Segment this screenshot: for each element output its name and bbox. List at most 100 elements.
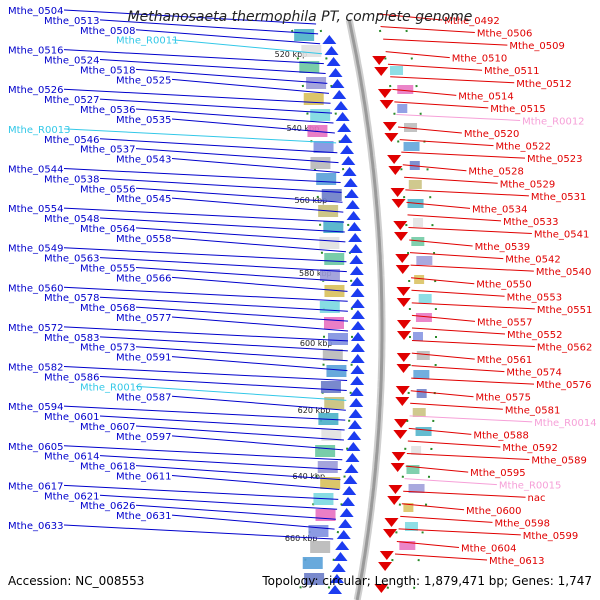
tick-label: 600 kbp bbox=[300, 339, 333, 348]
right-gene-label: Mthe_0534 bbox=[472, 204, 528, 215]
right-leader-line bbox=[403, 490, 526, 498]
right-leader-line bbox=[399, 139, 494, 147]
forward-gene-arrow bbox=[350, 310, 365, 319]
inner-feature-block bbox=[294, 29, 315, 41]
left-leader-line bbox=[63, 9, 317, 25]
forward-gene-arrow bbox=[349, 266, 364, 275]
forward-gene-arrow bbox=[348, 244, 363, 253]
right-gene-label: Mthe_0529 bbox=[500, 179, 556, 190]
right-gene-label: Mthe_0514 bbox=[458, 91, 513, 102]
right-gene-label: Mthe_0613 bbox=[489, 556, 545, 567]
reverse-gene-arrow bbox=[391, 199, 406, 208]
outer-feature-block bbox=[418, 294, 432, 303]
left-leader-line bbox=[171, 118, 335, 134]
forward-gene-arrow bbox=[342, 486, 357, 495]
right-leader-line bbox=[411, 314, 476, 322]
right-gene-label: Mthe_0553 bbox=[507, 292, 563, 303]
right-leader-line bbox=[377, 13, 443, 21]
left-gene-label: Mthe_0558 bbox=[116, 234, 172, 245]
right-leader-line bbox=[401, 503, 465, 511]
forward-gene-arrow bbox=[340, 497, 355, 506]
outer-feature-block bbox=[412, 332, 423, 341]
left-gene-label: Mthe_0554 bbox=[8, 204, 64, 215]
inner-feature-block bbox=[319, 237, 340, 249]
forward-gene-arrow bbox=[335, 112, 350, 121]
left-leader-line bbox=[99, 336, 348, 352]
right-gene-label: Mthe_0574 bbox=[506, 368, 562, 379]
map-title: Methanosaeta thermophila PT, complete ge… bbox=[127, 9, 473, 25]
outer-feature-block bbox=[411, 446, 422, 455]
right-gene-label: Mthe_0604 bbox=[461, 543, 517, 554]
left-gene-label: Mthe_0587 bbox=[116, 392, 172, 403]
reverse-gene-arrow bbox=[395, 386, 410, 395]
forward-gene-arrow bbox=[348, 233, 363, 242]
right-gene-label: Mthe_0523 bbox=[527, 154, 583, 165]
right-leader-line bbox=[380, 26, 475, 34]
forward-gene-arrow bbox=[343, 178, 358, 187]
reverse-gene-arrow bbox=[377, 89, 392, 98]
right-leader-line bbox=[406, 453, 530, 461]
right-leader-line bbox=[401, 151, 526, 159]
right-gene-label: Mthe_0541 bbox=[534, 229, 590, 240]
left-gene-label: Mthe_0601 bbox=[44, 412, 100, 423]
right-leader-line bbox=[392, 88, 457, 96]
left-gene-label: Mthe_0556 bbox=[80, 184, 136, 195]
forward-gene-arrow bbox=[350, 321, 365, 330]
right-leader-line bbox=[394, 101, 489, 109]
inner-feature-block bbox=[317, 461, 338, 473]
right-leader-line bbox=[408, 226, 532, 234]
right-leader-line bbox=[411, 289, 505, 297]
right-gene-label: Mthe_0592 bbox=[502, 443, 558, 454]
right-leader-line bbox=[407, 440, 501, 448]
forward-gene-arrow bbox=[346, 211, 361, 220]
left-leader-line bbox=[135, 425, 344, 441]
forward-gene-arrow bbox=[350, 288, 365, 297]
inner-feature-block bbox=[313, 141, 334, 153]
right-gene-label: Mthe_0557 bbox=[477, 317, 532, 328]
reverse-gene-arrow bbox=[383, 529, 398, 538]
right-gene-label: Mthe_0522 bbox=[495, 142, 551, 153]
outer-feature-block bbox=[416, 389, 427, 398]
reverse-gene-arrow bbox=[395, 265, 410, 274]
reverse-gene-arrow bbox=[393, 221, 408, 230]
left-gene-label: Mthe_0555 bbox=[80, 264, 136, 275]
outer-feature-block bbox=[414, 275, 425, 284]
right-leader-line bbox=[402, 164, 467, 172]
left-leader-line bbox=[99, 455, 342, 471]
right-leader-line bbox=[398, 528, 521, 536]
outer-feature-block bbox=[397, 85, 414, 94]
left-leader-line bbox=[135, 148, 339, 164]
left-gene-label: Mthe_0572 bbox=[8, 323, 64, 334]
forward-gene-arrow bbox=[349, 398, 364, 407]
forward-gene-arrow bbox=[333, 552, 348, 561]
tick-label: 620 kbp bbox=[298, 406, 331, 415]
left-leader-line bbox=[171, 78, 330, 94]
left-gene-label: Mthe_0527 bbox=[44, 95, 100, 106]
right-leader-line bbox=[411, 327, 506, 335]
forward-gene-arrow bbox=[331, 563, 346, 572]
left-leader-line bbox=[99, 59, 326, 75]
left-gene-label: Mthe_0566 bbox=[116, 273, 172, 284]
right-leader-line bbox=[404, 478, 497, 486]
left-leader-line bbox=[63, 49, 324, 65]
reverse-gene-arrow bbox=[396, 298, 411, 307]
right-leader-line bbox=[404, 176, 498, 184]
reverse-gene-arrow bbox=[395, 254, 410, 263]
left-leader-line bbox=[99, 98, 333, 114]
left-gene-label: Mthe_0577 bbox=[116, 313, 172, 324]
reverse-gene-arrow bbox=[390, 463, 405, 472]
forward-gene-arrow bbox=[340, 145, 355, 154]
reverse-gene-arrow bbox=[384, 518, 399, 527]
left-gene-label: Mthe_0548 bbox=[44, 214, 100, 225]
forward-gene-arrow bbox=[347, 431, 362, 440]
right-gene-label: Mthe_0595 bbox=[470, 468, 525, 479]
left-leader-line bbox=[63, 207, 345, 223]
inner-feature-block bbox=[310, 157, 331, 169]
reverse-gene-arrow bbox=[396, 320, 411, 329]
outer-feature-block bbox=[411, 237, 425, 246]
forward-gene-arrow bbox=[322, 35, 337, 44]
left-leader-line bbox=[171, 316, 349, 332]
left-gene-label: Mthe_0633 bbox=[8, 521, 64, 532]
outer-feature-block bbox=[415, 427, 432, 436]
left-leader-line bbox=[171, 474, 340, 490]
